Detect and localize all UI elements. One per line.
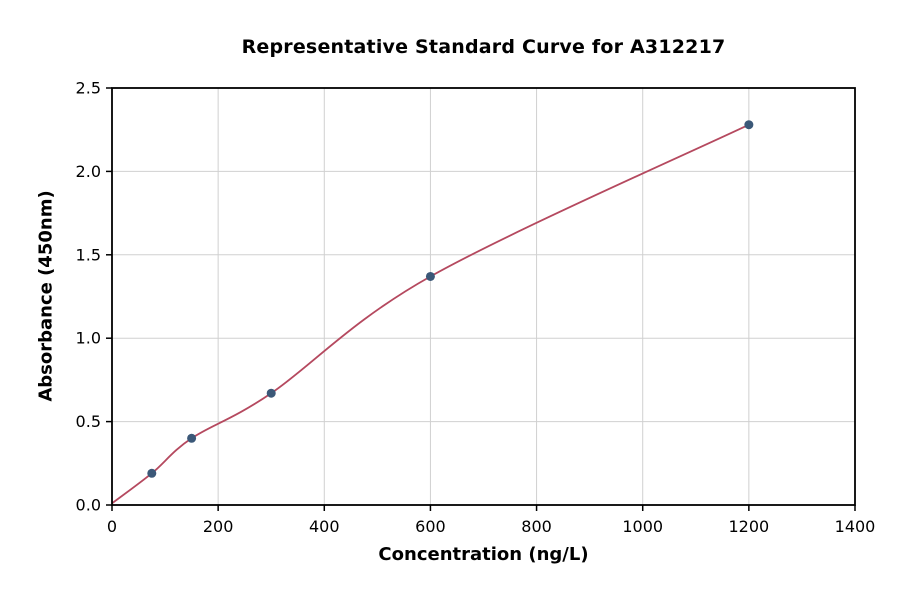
data-point [147,468,157,478]
x-tick-label: 0 [107,517,117,536]
x-tick-label: 200 [203,517,234,536]
data-point [425,271,435,281]
y-axis-label: Absorbance (450nm) [35,190,57,402]
y-tick-label: 1.5 [76,245,101,264]
x-tick-label: 800 [521,517,552,536]
x-tick-label: 1200 [728,517,769,536]
y-tick-label: 0.5 [76,412,101,431]
plot-border [111,87,856,506]
x-tick-label: 400 [309,517,340,536]
y-tick-label: 2.5 [76,79,101,98]
x-axis-label: Concentration (ng/L) [378,544,589,565]
y-tick-label: 0.0 [76,496,101,515]
x-tick-label: 600 [415,517,446,536]
data-point [266,388,276,398]
chart-title: Representative Standard Curve for A31221… [241,36,726,58]
x-tick-label: 1400 [835,517,876,536]
y-tick-label: 1.0 [76,329,101,348]
data-point [187,433,197,443]
data-point [744,120,754,130]
y-tick-label: 2.0 [76,162,101,181]
x-tick-label: 1000 [622,517,663,536]
